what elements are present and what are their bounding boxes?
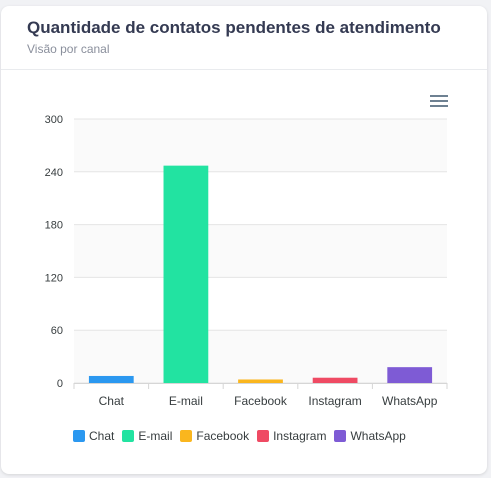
- card-header: Quantidade de contatos pendentes de aten…: [1, 6, 487, 70]
- legend-marker: [73, 430, 85, 442]
- grid-band: [74, 330, 447, 383]
- bar-whatsapp[interactable]: [387, 367, 433, 383]
- y-tick-label: 180: [45, 220, 63, 232]
- legend-label: WhatsApp: [350, 429, 406, 443]
- legend-item-e-mail[interactable]: E-mail: [122, 429, 172, 443]
- x-tick-label: Facebook: [234, 394, 288, 408]
- grid-band: [74, 171, 447, 225]
- legend-item-facebook[interactable]: Facebook: [180, 429, 249, 443]
- x-tick-label: Chat: [99, 394, 125, 408]
- x-tick-label: E-mail: [169, 394, 203, 408]
- bar-chart: 0 60 120 180 240 300 Chat E-mail Facebook Instagr…: [45, 114, 448, 408]
- legend-label: E-mail: [138, 429, 173, 443]
- y-tick-label: 240: [45, 167, 63, 179]
- bar-e-mail[interactable]: [163, 165, 209, 383]
- legend-marker: [334, 430, 347, 442]
- chart-card: Quantidade de contatos pendentes de aten…: [1, 6, 487, 474]
- card-title: Quantidade de contatos pendentes de aten…: [27, 18, 441, 37]
- legend-item-instagram[interactable]: Instagram: [257, 429, 326, 443]
- y-tick-label: 60: [51, 325, 63, 337]
- grid-band: [74, 224, 447, 278]
- legend-label: Facebook: [196, 429, 250, 443]
- legend-label: Instagram: [273, 429, 327, 443]
- x-tick-label: WhatsApp: [382, 394, 438, 408]
- hamburger-menu-icon[interactable]: [430, 95, 448, 109]
- chart-legend: Chat E-mail Facebook Instagram WhatsApp: [73, 429, 414, 443]
- legend-label: Chat: [89, 429, 115, 443]
- grid-band: [74, 277, 447, 331]
- grid-band: [74, 119, 447, 172]
- bar-chat[interactable]: [88, 375, 134, 383]
- legend-item-whatsapp[interactable]: WhatsApp: [334, 429, 406, 443]
- legend-item-chat[interactable]: Chat: [73, 429, 114, 443]
- card-subtitle: Visão por canal: [27, 42, 110, 56]
- y-tick-label: 0: [57, 378, 63, 390]
- bar-facebook[interactable]: [238, 379, 283, 383]
- legend-marker: [180, 430, 193, 442]
- bar-instagram[interactable]: [312, 377, 358, 383]
- y-tick-label: 300: [45, 114, 63, 126]
- legend-marker: [257, 430, 270, 442]
- legend-marker: [122, 430, 135, 442]
- y-tick-label: 120: [45, 272, 63, 284]
- x-tick-label: Instagram: [308, 394, 361, 408]
